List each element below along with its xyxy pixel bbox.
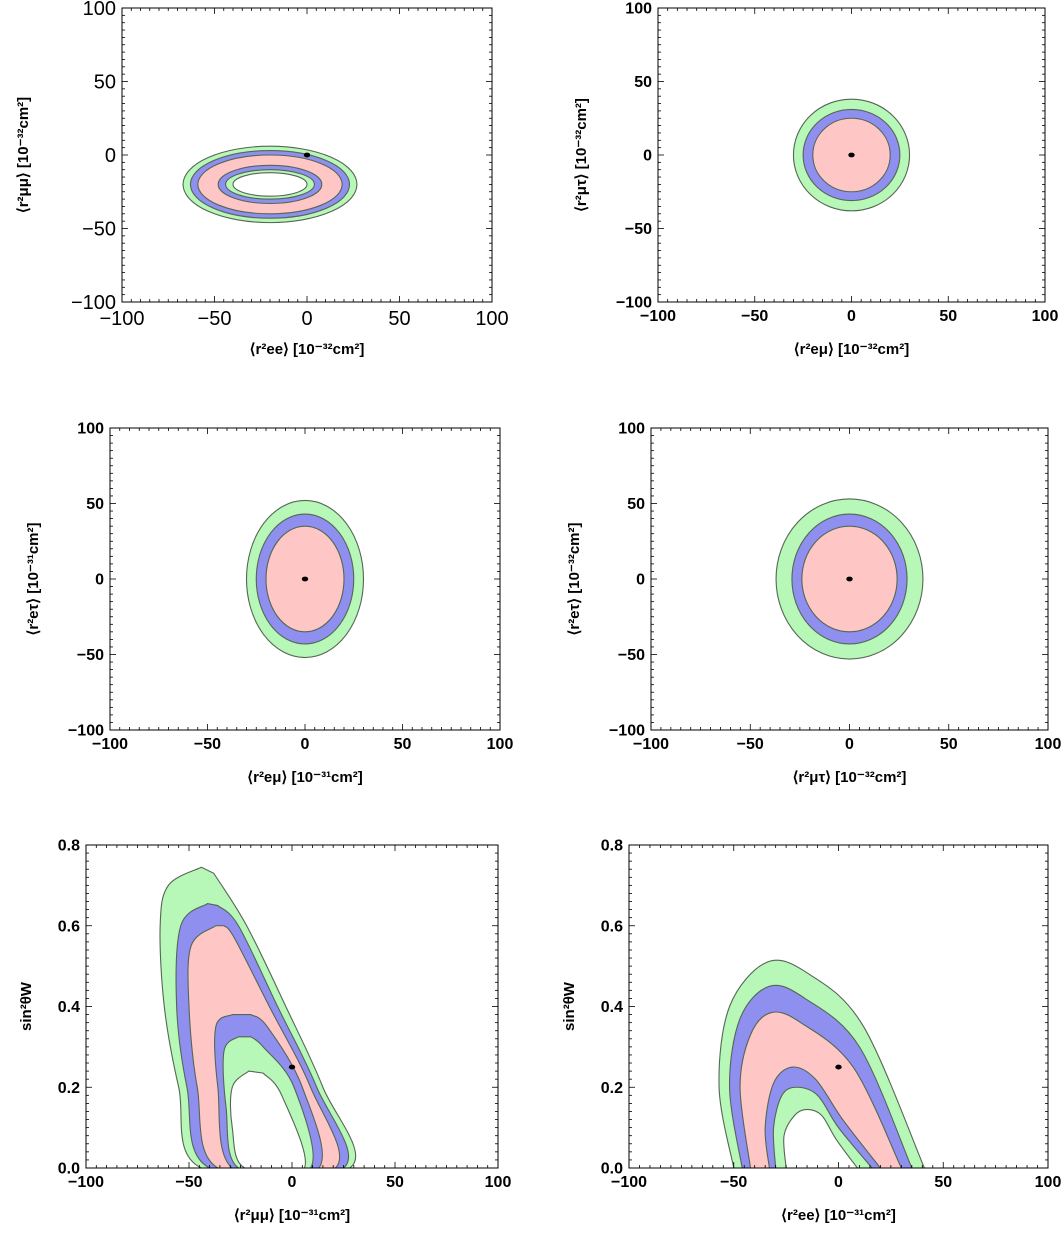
y-tick-label: 50 xyxy=(86,496,104,513)
best-fit-point xyxy=(835,1064,842,1070)
y-tick-label: 0 xyxy=(95,572,104,589)
y-tick-label: 50 xyxy=(94,72,116,94)
x-tick-label: −50 xyxy=(741,308,768,325)
confidence-regions xyxy=(159,866,357,1168)
y-tick-label: 0.0 xyxy=(601,1161,623,1178)
x-tick-label: 100 xyxy=(1035,1174,1062,1191)
x-axis-label: ⟨r²eμ⟩ [10⁻³²cm²] xyxy=(794,341,909,358)
x-axis-label: ⟨r²μτ⟩ [10⁻³²cm²] xyxy=(793,769,907,786)
y-axis-label: ⟨r²eτ⟩ [10⁻³¹cm²] xyxy=(25,522,42,635)
x-tick-label: −100 xyxy=(611,1174,647,1191)
x-tick-label: 50 xyxy=(388,308,410,330)
x-tick-label: −50 xyxy=(720,1174,747,1191)
y-tick-label: 100 xyxy=(618,421,645,438)
x-axis-label: ⟨r²eμ⟩ [10⁻³¹cm²] xyxy=(247,769,362,786)
best-fit-point xyxy=(288,1064,296,1070)
x-tick-label: 50 xyxy=(940,736,958,753)
x-tick-label: 0 xyxy=(847,308,856,325)
y-axis-label: sin²θW xyxy=(18,981,35,1031)
y-tick-label: −50 xyxy=(618,647,645,664)
white-confidence-region xyxy=(232,172,308,197)
y-axis-label: ⟨r²eτ⟩ [10⁻³²cm²] xyxy=(566,522,583,635)
x-tick-label: −50 xyxy=(737,736,764,753)
x-tick-label: 0 xyxy=(288,1174,297,1191)
x-tick-label: −50 xyxy=(194,736,221,753)
best-fit-point xyxy=(303,152,311,158)
y-tick-label: 100 xyxy=(625,1,652,18)
y-axis-label: ⟨r²μτ⟩ [10⁻³²cm²] xyxy=(573,98,590,212)
x-tick-label: 100 xyxy=(1032,308,1059,325)
y-tick-label: 0.8 xyxy=(58,838,80,855)
x-tick-label: 100 xyxy=(485,1174,512,1191)
white-confidence-region xyxy=(229,1070,306,1168)
x-axis-label: ⟨r²μμ⟩ [10⁻³¹cm²] xyxy=(234,1207,350,1224)
best-fit-point xyxy=(848,152,855,158)
x-tick-label: −50 xyxy=(198,308,232,330)
y-axis-label: ⟨r²μμ⟩ [10⁻³²cm²] xyxy=(15,97,32,213)
ticks xyxy=(657,7,1046,303)
contour-plot-3: −100 −50 0 50 100 −100 −50 0 50 100 ⟨r²eμ⟩ [10⁻³¹c… xyxy=(25,421,513,786)
y-tick-label: −100 xyxy=(71,292,116,314)
x-tick-label: 50 xyxy=(386,1174,404,1191)
best-fit-point xyxy=(301,576,309,582)
y-tick-label: 0 xyxy=(643,148,652,165)
y-tick-label: 0.2 xyxy=(601,1080,623,1097)
y-tick-label: 0.4 xyxy=(601,999,623,1016)
ticks xyxy=(650,427,1049,731)
x-axis-label: ⟨r²ee⟩ [10⁻³²cm²] xyxy=(250,341,365,358)
y-tick-label: 50 xyxy=(627,496,645,513)
ticks xyxy=(628,844,1049,1169)
x-tick-label: 100 xyxy=(1035,736,1062,753)
y-tick-label: −100 xyxy=(609,723,645,740)
x-tick-label: −100 xyxy=(640,308,676,325)
contour-plot-4: −100 −50 0 50 100 −100 −50 0 50 100 ⟨r²μτ⟩ [10⁻³²c… xyxy=(566,421,1061,786)
confidence-regions xyxy=(718,959,925,1168)
y-tick-label: −100 xyxy=(616,295,652,312)
contour-plot-2: −100 −50 0 50 100 −100 −50 0 50 100 ⟨r²eμ⟩ [10⁻³²c… xyxy=(573,1,1058,358)
white-confidence-region xyxy=(783,1108,859,1168)
contour-plot-6: −100 −50 0 50 100 0.0 0.2 0.4 0.6 0.8 ⟨r²ee⟩ [10⁻³… xyxy=(561,838,1061,1224)
x-tick-label: 50 xyxy=(394,736,412,753)
y-tick-label: 50 xyxy=(634,74,652,91)
y-tick-label: 0.0 xyxy=(58,1161,80,1178)
x-tick-label: 100 xyxy=(475,308,508,330)
x-tick-label: 0 xyxy=(834,1174,843,1191)
x-tick-label: 50 xyxy=(934,1174,952,1191)
y-tick-label: 100 xyxy=(83,0,116,20)
x-tick-label: −100 xyxy=(99,308,144,330)
x-tick-label: 100 xyxy=(487,736,514,753)
ticks xyxy=(121,7,493,303)
y-axis-label: sin²θW xyxy=(561,981,578,1031)
confidence-regions xyxy=(182,145,358,224)
ticks xyxy=(85,844,499,1169)
y-tick-label: 100 xyxy=(77,421,104,438)
y-tick-label: 0.2 xyxy=(58,1080,80,1097)
x-tick-label: 50 xyxy=(939,308,957,325)
y-tick-label: 0 xyxy=(636,572,645,589)
y-tick-label: −100 xyxy=(68,723,104,740)
x-tick-label: −100 xyxy=(633,736,669,753)
x-tick-label: −50 xyxy=(175,1174,202,1191)
y-tick-label: 0.6 xyxy=(58,918,80,935)
y-tick-label: 0.8 xyxy=(601,838,623,855)
contour-plot-5: −100 −50 0 50 100 0.0 0.2 0.4 0.6 0.8 ⟨r²μμ⟩ [10⁻³… xyxy=(18,838,511,1224)
y-tick-label: 0 xyxy=(105,145,116,167)
best-fit-point xyxy=(846,576,853,582)
x-tick-label: 0 xyxy=(845,736,854,753)
y-tick-label: 0.4 xyxy=(58,999,80,1016)
y-tick-label: −50 xyxy=(82,219,116,241)
y-tick-label: 0.6 xyxy=(601,918,623,935)
x-tick-label: −100 xyxy=(92,736,128,753)
x-tick-label: 0 xyxy=(301,736,310,753)
x-tick-label: −100 xyxy=(68,1174,104,1191)
x-tick-label: 0 xyxy=(301,308,312,330)
y-tick-label: −50 xyxy=(625,221,652,238)
ticks xyxy=(109,427,501,731)
x-axis-label: ⟨r²ee⟩ [10⁻³¹cm²] xyxy=(781,1207,896,1224)
contour-plot-1: −100 −50 0 50 100 −100 −50 0 50 100 ⟨r²ee⟩ [10⁻³²c… xyxy=(15,0,509,358)
y-tick-label: −50 xyxy=(77,647,104,664)
